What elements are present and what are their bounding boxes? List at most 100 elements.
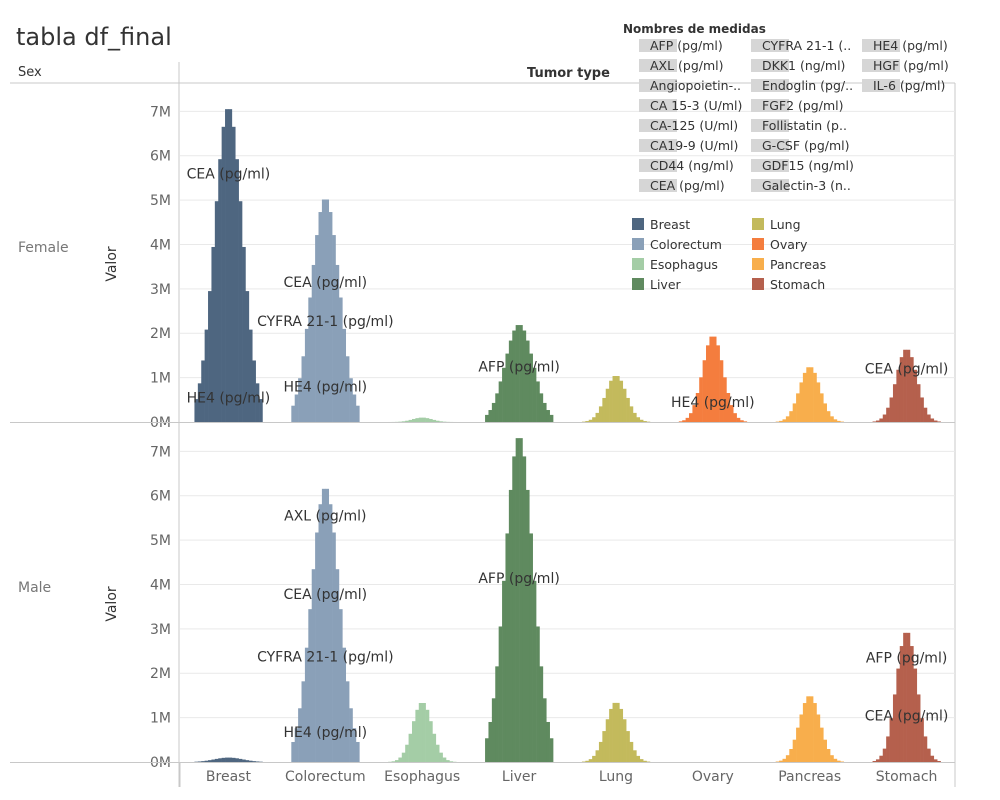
bar-stomach[interactable]	[892, 694, 897, 762]
bar-stomach[interactable]	[875, 420, 880, 422]
bar-breast[interactable]	[238, 758, 243, 762]
bar-pancreas[interactable]	[785, 416, 790, 422]
bar-breast[interactable]	[214, 758, 219, 762]
bar-stomach[interactable]	[889, 718, 894, 762]
bar-pancreas[interactable]	[806, 696, 810, 762]
bar-ovary[interactable]	[729, 405, 734, 422]
bar-pancreas[interactable]	[806, 367, 810, 422]
bar-lung[interactable]	[626, 731, 630, 762]
bar-liver[interactable]	[536, 381, 540, 422]
bar-pancreas[interactable]	[779, 760, 783, 762]
bar-stomach[interactable]	[923, 736, 928, 762]
bar-colorectum[interactable]	[352, 394, 357, 422]
bar-pancreas[interactable]	[779, 420, 783, 422]
bar-lung[interactable]	[622, 719, 627, 762]
bar-stomach[interactable]	[892, 384, 897, 422]
bar-ovary[interactable]	[699, 377, 703, 422]
bar-colorectum[interactable]	[321, 488, 326, 762]
bar-colorectum[interactable]	[342, 328, 347, 422]
bar-ovary[interactable]	[692, 405, 697, 422]
bar-lung[interactable]	[609, 380, 613, 422]
bar-pancreas[interactable]	[785, 755, 790, 762]
bar-stomach[interactable]	[937, 760, 941, 762]
bar-stomach[interactable]	[933, 420, 938, 422]
bar-ovary[interactable]	[689, 413, 693, 422]
color-legend-item-pancreas[interactable]: Pancreas	[752, 257, 826, 272]
bar-esophagus[interactable]	[415, 418, 420, 422]
bar-breast[interactable]	[235, 159, 239, 422]
bar-lung[interactable]	[588, 419, 593, 422]
bar-pancreas[interactable]	[775, 421, 780, 423]
bar-esophagus[interactable]	[435, 420, 440, 422]
bar-pancreas[interactable]	[792, 403, 797, 422]
bar-esophagus[interactable]	[428, 721, 433, 762]
bar-pancreas[interactable]	[813, 372, 817, 422]
bar-lung[interactable]	[646, 761, 651, 763]
bar-esophagus[interactable]	[398, 421, 403, 423]
bar-esophagus[interactable]	[398, 757, 403, 762]
bar-breast[interactable]	[242, 759, 246, 762]
bar-colorectum[interactable]	[321, 199, 326, 422]
bar-colorectum[interactable]	[315, 532, 319, 762]
bar-colorectum[interactable]	[298, 708, 302, 762]
bar-ovary[interactable]	[726, 393, 731, 422]
bar-esophagus[interactable]	[445, 760, 450, 762]
bar-ovary[interactable]	[740, 420, 744, 422]
bar-colorectum[interactable]	[335, 264, 340, 422]
bar-stomach[interactable]	[886, 407, 890, 422]
bar-liver[interactable]	[525, 489, 530, 762]
bar-breast[interactable]	[252, 360, 256, 422]
bar-esophagus[interactable]	[391, 761, 396, 762]
bar-colorectum[interactable]	[318, 504, 323, 762]
bar-liver[interactable]	[515, 325, 520, 422]
bar-esophagus[interactable]	[394, 760, 399, 762]
bar-lung[interactable]	[646, 421, 651, 423]
bar-lung[interactable]	[639, 419, 644, 422]
bar-pancreas[interactable]	[833, 758, 838, 762]
bar-breast[interactable]	[194, 761, 199, 763]
bar-stomach[interactable]	[899, 357, 904, 422]
bar-liver[interactable]	[525, 340, 530, 422]
bar-colorectum[interactable]	[298, 378, 302, 422]
bar-ovary[interactable]	[695, 393, 700, 422]
bar-stomach[interactable]	[906, 349, 911, 422]
bar-stomach[interactable]	[930, 418, 935, 422]
bar-lung[interactable]	[615, 702, 620, 762]
bar-liver[interactable]	[549, 738, 554, 762]
measure-legend-item[interactable]: Endoglin (pg/..	[751, 78, 853, 93]
bar-colorectum[interactable]	[352, 728, 357, 762]
bar-esophagus[interactable]	[432, 419, 437, 422]
bar-liver[interactable]	[515, 438, 520, 762]
bar-breast[interactable]	[194, 399, 199, 422]
bar-esophagus[interactable]	[435, 744, 440, 762]
bar-pancreas[interactable]	[826, 749, 831, 762]
bar-breast[interactable]	[228, 757, 233, 762]
bar-lung[interactable]	[605, 719, 610, 762]
bar-stomach[interactable]	[920, 397, 924, 422]
bar-colorectum[interactable]	[311, 264, 316, 422]
bar-lung[interactable]	[585, 421, 590, 422]
bar-lung[interactable]	[602, 731, 607, 762]
bar-stomach[interactable]	[879, 755, 884, 762]
bar-liver[interactable]	[546, 721, 550, 762]
bar-colorectum[interactable]	[291, 405, 296, 422]
bar-colorectum[interactable]	[318, 212, 323, 422]
bar-breast[interactable]	[211, 759, 216, 762]
bar-liver[interactable]	[542, 698, 547, 762]
color-legend-item-colorectum[interactable]: Colorectum	[632, 237, 722, 252]
bar-esophagus[interactable]	[408, 733, 413, 762]
bar-pancreas[interactable]	[802, 703, 807, 762]
bar-ovary[interactable]	[723, 377, 727, 422]
bar-breast[interactable]	[208, 760, 212, 762]
bar-pancreas[interactable]	[809, 367, 814, 422]
bar-pancreas[interactable]	[819, 393, 824, 422]
bar-breast[interactable]	[214, 201, 219, 422]
bar-lung[interactable]	[636, 417, 641, 422]
bar-liver[interactable]	[549, 414, 554, 422]
bar-colorectum[interactable]	[349, 708, 353, 762]
bar-breast[interactable]	[245, 760, 250, 762]
bar-colorectum[interactable]	[311, 569, 316, 762]
bar-colorectum[interactable]	[304, 647, 309, 762]
measure-legend-item[interactable]: CA-125 (U/ml)	[639, 118, 738, 133]
bar-stomach[interactable]	[886, 736, 890, 762]
